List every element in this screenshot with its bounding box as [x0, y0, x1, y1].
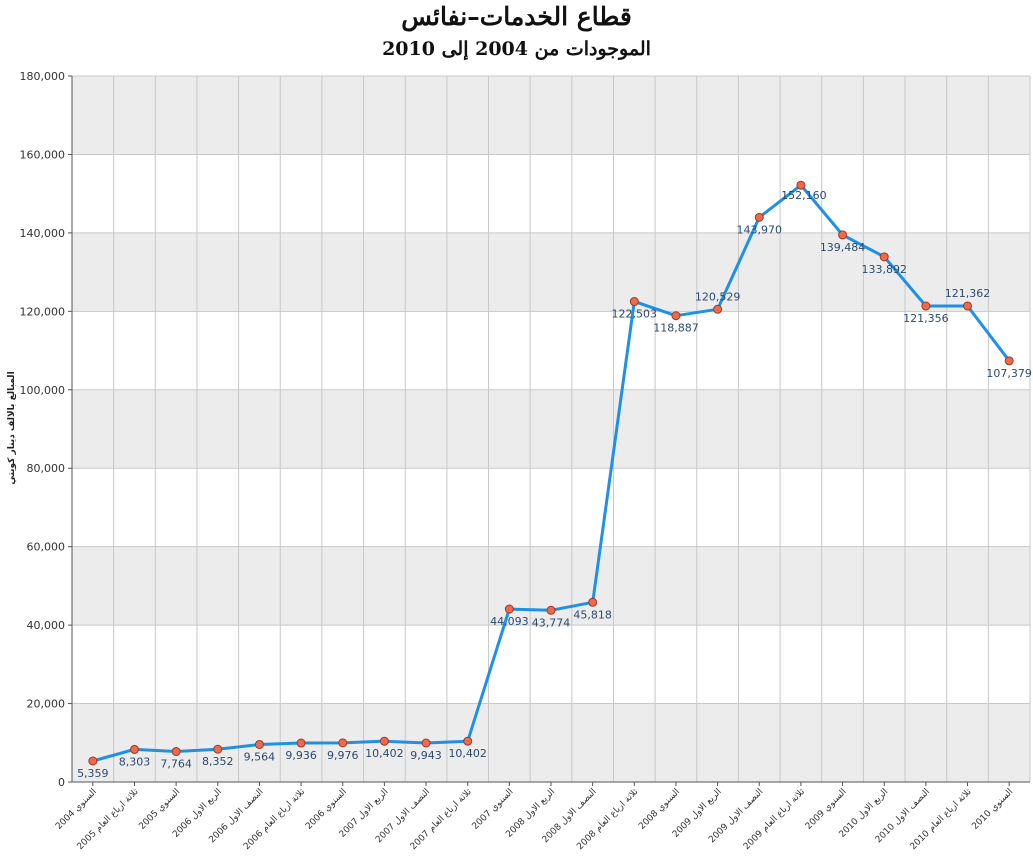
data-label: 10,402 [365, 747, 404, 760]
data-label: 45,818 [573, 608, 612, 621]
grid-band [72, 232, 1030, 312]
data-label: 118,887 [653, 322, 699, 335]
data-point [171, 747, 181, 757]
data-point [671, 311, 681, 321]
data-label: 43,774 [532, 616, 571, 629]
x-tick-label: السنوي 2006 [304, 787, 349, 832]
data-points [88, 180, 1014, 766]
data-point [88, 756, 98, 766]
data-label: 121,362 [945, 287, 991, 300]
y-tick-label: 120,000 [20, 305, 66, 318]
y-tick-label: 180,000 [20, 70, 66, 83]
data-point [754, 212, 764, 222]
data-point [838, 230, 848, 240]
data-point [963, 301, 973, 311]
data-point [879, 252, 889, 262]
chart-subtitle: الموجودات من 2004 إلى 2010 [382, 38, 651, 60]
data-label: 7,764 [160, 758, 192, 771]
y-tick-label: 40,000 [27, 619, 66, 632]
y-tick-label: 100,000 [20, 384, 66, 397]
y-tick-label: 140,000 [20, 227, 66, 240]
data-label: 8,303 [119, 755, 151, 768]
data-point [546, 605, 556, 615]
data-point [588, 597, 598, 607]
data-point [254, 739, 264, 749]
data-point [338, 738, 348, 748]
data-point [463, 736, 473, 746]
gridlines [72, 75, 1031, 783]
x-tick-label: السنوي 2009 [804, 787, 849, 832]
data-label: 8,352 [202, 755, 234, 768]
y-tick-label: 60,000 [27, 541, 66, 554]
y-tick-label: 80,000 [27, 462, 66, 475]
data-label: 120,529 [695, 290, 741, 303]
data-label: 143,970 [737, 223, 783, 236]
data-point [379, 736, 389, 746]
data-label: 139,484 [820, 241, 866, 254]
background-bands [72, 76, 1030, 782]
data-label: 133,892 [861, 263, 907, 276]
data-label: 9,976 [327, 749, 359, 762]
x-tick-label: السنوي 2008 [637, 787, 682, 832]
y-axis-ticks: 0 20,000 40,000 60,000 80,000 100,000 120,000 1… [20, 70, 72, 789]
data-point [713, 304, 723, 314]
data-point [296, 738, 306, 748]
y-tick-label: 0 [58, 776, 65, 789]
data-point [1004, 356, 1014, 366]
grid-band [72, 703, 1030, 782]
data-label: 10,402 [448, 747, 487, 760]
data-point [796, 180, 806, 190]
data-label: 9,943 [410, 749, 442, 762]
data-point [921, 301, 931, 311]
chart-title: قطاع الخدمات–نفائس [401, 2, 632, 31]
data-point [129, 744, 139, 754]
data-label: 44,093 [490, 615, 529, 628]
x-tick-label: السنوي 2005 [137, 787, 182, 832]
x-tick-label: السنوي 2004 [54, 787, 99, 832]
data-point [504, 604, 514, 614]
data-label: 5,359 [77, 767, 109, 780]
data-labels: 5,359 8,303 7,764 8,352 9,564 9,936 9,976 10,40… [77, 189, 1032, 780]
x-tick-label: السنوي 2010 [970, 787, 1015, 832]
y-tick-label: 20,000 [27, 698, 66, 711]
data-point [213, 744, 223, 754]
data-label: 152,160 [781, 189, 827, 202]
data-label: 107,379 [986, 367, 1032, 380]
y-axis-label: المبالغ بالالف دينار كويتي [7, 371, 17, 484]
data-point [421, 738, 431, 748]
data-point [629, 297, 639, 307]
grid-band [72, 389, 1030, 469]
data-label: 9,936 [285, 749, 317, 762]
data-label: 9,564 [244, 750, 276, 763]
data-label: 121,356 [903, 312, 949, 325]
grid-band [72, 76, 1030, 155]
data-label: 122,503 [612, 308, 658, 321]
x-tick-label: السنوي 2007 [471, 787, 516, 832]
y-tick-label: 160,000 [20, 148, 66, 161]
